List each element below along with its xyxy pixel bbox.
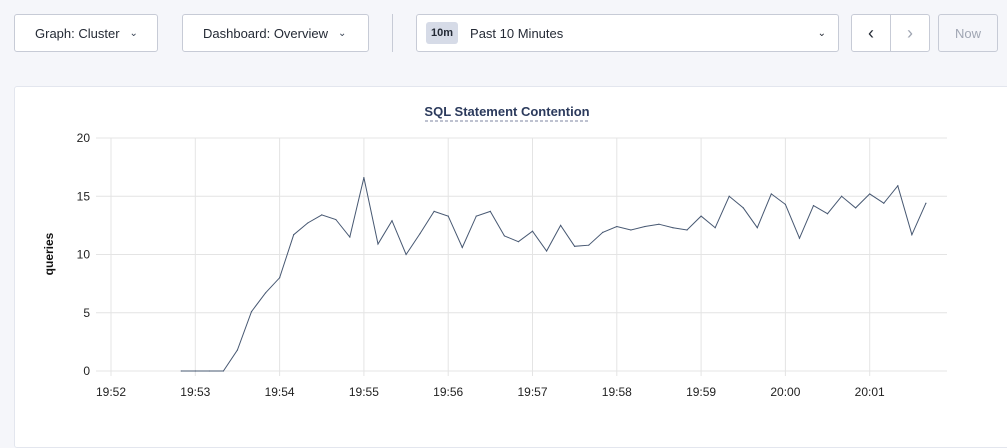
y-tick-label: 20 (77, 131, 91, 145)
data-point (798, 237, 801, 239)
data-point (545, 250, 548, 252)
y-tick-label: 5 (83, 306, 90, 320)
data-point (405, 253, 407, 256)
data-point (658, 223, 660, 225)
x-tick-label: 19:56 (433, 385, 463, 399)
graph-label: Graph: Cluster (35, 25, 120, 41)
data-point (841, 195, 843, 197)
data-point (489, 210, 491, 212)
chevron-right-icon: › (907, 22, 913, 43)
data-point (883, 202, 885, 204)
chevron-down-icon: ⌄ (817, 27, 826, 39)
data-point (222, 370, 224, 372)
y-tick-label: 0 (83, 364, 90, 378)
time-range-selector[interactable]: 10m Past 10 Minutes ⌄ (416, 14, 839, 52)
data-point (531, 230, 534, 232)
next-button[interactable]: › (890, 14, 930, 52)
y-tick-label: 15 (77, 189, 91, 203)
data-point (742, 207, 744, 209)
dashboard-label: Dashboard: Overview (203, 25, 328, 41)
data-point (826, 213, 829, 215)
x-tick-label: 19:54 (265, 385, 295, 399)
chart-panel (14, 86, 1007, 448)
data-point (307, 222, 309, 224)
y-axis-label: queries (42, 232, 56, 275)
data-point (770, 193, 772, 195)
data-point (574, 245, 576, 247)
data-point (180, 370, 182, 372)
data-point (855, 207, 857, 209)
data-point (714, 227, 716, 229)
time-badge: 10m (426, 22, 459, 44)
data-point (208, 370, 210, 372)
data-point (377, 243, 379, 245)
x-tick-label: 19:52 (96, 385, 126, 399)
chevron-left-icon: ‹ (868, 22, 874, 43)
series-line (181, 177, 927, 372)
chevron-down-icon: ⌄ (129, 27, 138, 39)
data-point (897, 185, 899, 187)
y-tick-label: 10 (77, 248, 91, 262)
data-point (264, 292, 267, 294)
line-chart: SQL Statement Contention queries 0 5 10 15 2… (42, 104, 947, 399)
data-point (194, 370, 196, 372)
data-point (321, 214, 323, 216)
data-point (349, 236, 351, 238)
x-tick-label: 19:59 (686, 385, 716, 399)
data-point (236, 349, 239, 351)
data-point (686, 229, 688, 231)
x-tick-label: 19:55 (349, 385, 379, 399)
data-point (391, 220, 393, 222)
data-point (250, 310, 253, 313)
data-point (644, 225, 646, 228)
data-point (911, 234, 913, 236)
time-range-label: Past 10 Minutes (470, 25, 564, 41)
data-point (784, 203, 787, 206)
data-point (588, 244, 590, 246)
data-point (293, 234, 295, 236)
data-point (616, 225, 618, 228)
data-point (630, 229, 632, 231)
data-point (560, 224, 562, 226)
data-point (475, 215, 477, 217)
divider (392, 14, 393, 52)
x-tick-label: 19:58 (602, 385, 632, 399)
data-point (925, 202, 927, 204)
data-point (363, 177, 365, 179)
x-tick-label: 19:53 (180, 385, 210, 399)
dashboard-selector[interactable]: Dashboard: Overview ⌄ (182, 14, 369, 52)
data-point (503, 235, 505, 237)
graph-selector[interactable]: Graph: Cluster ⌄ (14, 14, 158, 52)
data-point (335, 218, 337, 221)
chevron-down-icon: ⌄ (338, 27, 347, 39)
chart-title: SQL Statement Contention (424, 104, 589, 119)
data-point (279, 277, 281, 279)
now-button[interactable]: Now (938, 14, 998, 52)
x-tick-label: 20:01 (855, 385, 885, 399)
data-point (461, 246, 463, 249)
data-point (672, 227, 674, 229)
data-point (700, 215, 702, 217)
data-point (756, 227, 758, 229)
data-point (602, 231, 604, 233)
data-point (869, 193, 871, 195)
data-point (812, 204, 815, 207)
data-point (728, 195, 730, 197)
data-point (419, 232, 421, 235)
x-tick-label: 20:00 (770, 385, 800, 399)
data-point (447, 215, 449, 217)
data-point (433, 210, 435, 212)
data-point (517, 241, 520, 243)
x-tick-label: 19:57 (517, 385, 547, 399)
